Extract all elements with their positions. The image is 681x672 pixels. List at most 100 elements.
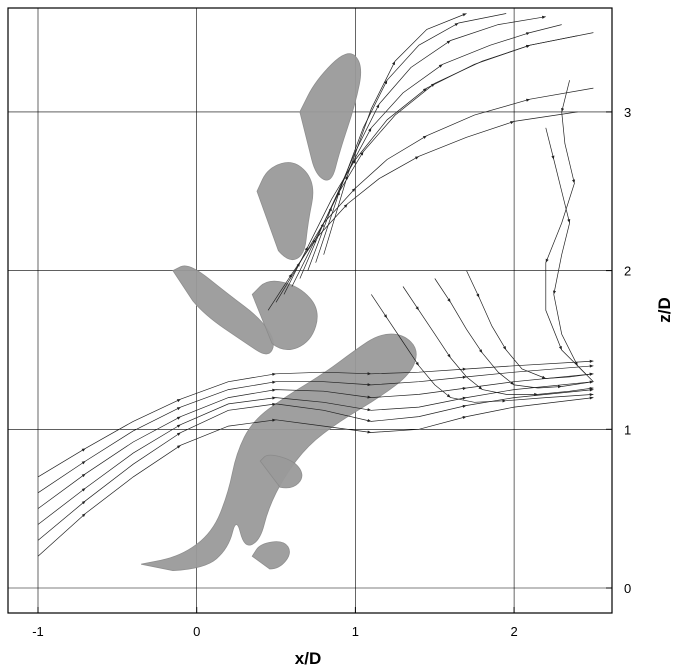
streamline-arrow: [541, 375, 546, 379]
streamline-arrow: [81, 500, 86, 505]
streamline-arrow: [447, 298, 451, 303]
streamline-arrow: [328, 207, 332, 212]
y-tick-label-1: 1: [624, 422, 631, 437]
streamline-arrow: [272, 396, 277, 400]
streamline-arrow: [415, 306, 419, 311]
streamline-arrow: [589, 396, 594, 400]
streamline-arrow: [510, 381, 515, 385]
streamline-arrow: [392, 61, 396, 66]
streamline-arrow: [343, 203, 348, 208]
streamline-arrow: [478, 386, 483, 390]
streamline-arrow: [446, 40, 451, 44]
streamline-arrow: [462, 404, 467, 408]
streamline-arrow: [176, 424, 181, 428]
streamline-arrow: [176, 407, 181, 411]
isosurface-blob-1: [259, 454, 303, 489]
streamline-arrow: [561, 107, 565, 112]
streamline-arrow: [415, 361, 419, 366]
streamline-16: [371, 294, 594, 403]
streamline-arrow: [525, 98, 530, 102]
streamline-arrow: [352, 159, 356, 164]
streamline-5: [37, 397, 594, 557]
streamline-12: [275, 87, 594, 303]
streamline-arrow: [367, 430, 372, 434]
streamline-arrow: [272, 372, 277, 376]
isosurface-blob-2: [251, 541, 290, 570]
streamline-0: [37, 389, 594, 541]
streamline-arrow: [368, 127, 372, 132]
streamline-arrow: [462, 367, 467, 371]
streamline-arrow: [589, 372, 594, 376]
streamline-arrow: [462, 375, 467, 379]
streamline-14: [545, 127, 594, 382]
streamline-arrow: [367, 408, 372, 412]
streamline-arrow: [81, 473, 86, 478]
streamline-arrow: [589, 393, 594, 397]
streamline-arrow: [462, 416, 467, 420]
streamline-arrow: [367, 383, 372, 387]
tick-labels: -1 0 1 2 0 1 2 3: [32, 105, 631, 639]
streamline-arrow: [541, 15, 546, 19]
streamline-arrow: [367, 419, 372, 423]
isosurface-upper-tube-4: [251, 280, 318, 351]
streamline-arrow: [430, 83, 435, 87]
streamline-arrow: [81, 448, 86, 452]
x-tick-label-0: -1: [32, 624, 44, 639]
streamline-arrow: [422, 88, 427, 92]
y-tick-label-3: 3: [624, 105, 631, 120]
streamline-layer: [37, 13, 594, 557]
streamline-arrow: [367, 372, 372, 376]
streamline-arrow: [422, 135, 427, 139]
isosurface-layer: [141, 53, 417, 571]
x-tick-label-3: 2: [510, 624, 517, 639]
y-axis-title: z/D: [655, 297, 674, 323]
tick-marks: [37, 111, 612, 613]
streamline-arrow: [344, 175, 348, 180]
streamline-arrow: [272, 402, 277, 406]
streamline-arrow: [589, 364, 594, 368]
streamline-1: [37, 381, 594, 525]
streamline-arrow: [81, 461, 86, 465]
y-tick-label-2: 2: [624, 264, 631, 279]
streamline-18: [434, 278, 594, 389]
streamline-2: [37, 373, 594, 509]
streamline-arrow: [376, 103, 380, 108]
streamline-arrow: [462, 386, 467, 391]
streamline-arrow: [176, 445, 181, 449]
plot-frame: [7, 7, 613, 614]
streamline-arrow: [557, 385, 562, 389]
streamline-arrow: [176, 399, 181, 403]
streamline-arrow: [81, 513, 86, 518]
y-tick-label-0: 0: [624, 581, 631, 596]
streamline-arrow: [288, 273, 292, 278]
streamline-15: [545, 80, 586, 375]
streamline-arrow: [384, 80, 388, 85]
streamline-arrow: [589, 386, 594, 391]
streamline-11: [323, 13, 467, 255]
streamline-arrow: [479, 349, 483, 354]
isosurface-upper-tube-1: [299, 53, 362, 181]
streamline-arrow: [336, 191, 340, 196]
streamline-arrow: [272, 380, 277, 384]
streamline-9: [307, 16, 546, 271]
streamline-arrow: [176, 432, 181, 436]
streamline-arrow: [502, 399, 507, 403]
isosurface-upper-tube-2: [256, 162, 314, 261]
isosurface-main-loop: [141, 333, 417, 571]
streamline-arrow: [438, 64, 443, 68]
streamline-arrow: [462, 396, 467, 400]
streamline-arrow: [476, 293, 480, 298]
streamline-arrow: [552, 290, 557, 295]
streamline-19: [466, 270, 594, 379]
streamline-13: [267, 111, 578, 311]
streamline-arrow: [176, 416, 181, 420]
streamline-arrow: [502, 345, 507, 350]
streamline-arrow: [272, 418, 277, 422]
streamline-arrow: [272, 388, 277, 392]
streamline-arrow: [558, 345, 562, 350]
streamline-arrow: [551, 155, 555, 160]
streamline-3: [37, 365, 594, 494]
streamline-arrow: [525, 32, 530, 36]
streamline-arrow: [351, 188, 356, 192]
